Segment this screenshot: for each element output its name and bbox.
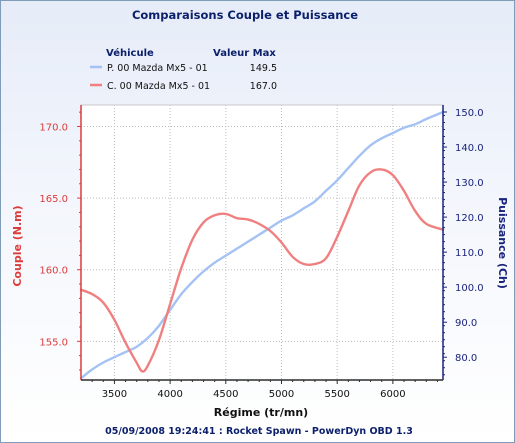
x-axis-title: Régime (tr/mn) [214, 406, 308, 419]
chart-title: Comparaisons Couple et Puissance [132, 8, 358, 22]
y-right-tick-label: 130.0 [455, 178, 484, 189]
y-left-tick-label: 160.0 [39, 266, 68, 277]
y-right-tick-label: 80.0 [455, 353, 477, 364]
y-left-tick-label: 155.0 [39, 337, 68, 348]
x-tick-label: 6000 [380, 389, 405, 400]
x-tick-label: 3500 [102, 389, 127, 400]
y-axis-right-title: Puissance (Ch) [496, 197, 509, 289]
y-right-tick-label: 100.0 [455, 283, 484, 294]
x-tick-label: 5500 [324, 389, 349, 400]
ticks-layer: 3500 4000 4500 5000 5500 6000 155.0 160.0 165.0 1… [39, 108, 483, 400]
x-tick-label: 4000 [157, 389, 182, 400]
footer-text: 05/09/2008 19:24:41 : Rocket Spawn - Pow… [105, 426, 413, 437]
y-axis-left-title: Couple (N.m) [11, 205, 24, 286]
legend-header-max: Valeur Max [213, 48, 276, 59]
y-right-tick-label: 140.0 [455, 143, 484, 154]
y-right-tick-label: 120.0 [455, 213, 484, 224]
legend-label-power: P. 00 Mazda Mx5 - 01 [107, 63, 208, 74]
y-right-tick-label: 110.0 [455, 248, 484, 259]
grid [81, 105, 443, 380]
x-tick-label: 5000 [269, 389, 294, 400]
legend-header-vehicle: Véhicule [106, 47, 154, 59]
series-line-power [79, 110, 445, 380]
series-layer [79, 110, 445, 380]
legend-max-torque: 167.0 [250, 81, 277, 92]
series-line-torque [79, 168, 445, 373]
y-left-tick-label: 165.0 [39, 194, 68, 205]
legend-label-torque: C. 00 Mazda Mx5 - 01 [107, 81, 210, 92]
plot-area [81, 105, 443, 380]
y-right-tick-label: 90.0 [455, 318, 477, 329]
y-right-tick-label: 150.0 [455, 108, 484, 119]
y-left-tick-label: 170.0 [39, 122, 68, 133]
legend: Véhicule Valeur Max P. 00 Mazda Mx5 - 01… [90, 47, 277, 92]
x-tick-label: 4500 [213, 389, 238, 400]
legend-max-power: 149.5 [250, 63, 277, 74]
